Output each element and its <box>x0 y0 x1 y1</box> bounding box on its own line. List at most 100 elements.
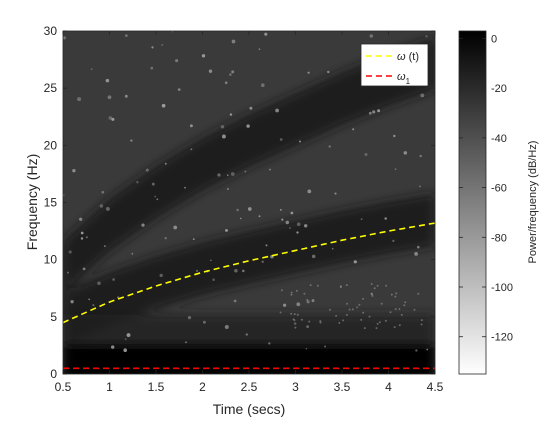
speckle <box>375 327 378 330</box>
speckle <box>156 198 159 201</box>
speckle <box>279 208 282 211</box>
x-tick-label: 1.5 <box>148 380 165 394</box>
speckle <box>124 338 127 341</box>
speckle <box>184 186 186 189</box>
speckle <box>300 318 303 321</box>
speckle <box>392 239 395 242</box>
y-axis-ticks: 0 5 10 15 20 25 30 <box>44 24 435 381</box>
speckle <box>324 345 327 348</box>
speckle <box>224 325 229 329</box>
speckle <box>400 313 403 316</box>
speckle <box>290 211 294 215</box>
colorbar-tick-label: -100 <box>491 282 513 294</box>
legend-label: ω1 <box>397 71 411 86</box>
y-tick-label: 10 <box>44 253 58 267</box>
speckle <box>111 117 115 121</box>
colorbar: 0 -20 -40 -60 -80 -100 -120 Power/frequency (d… <box>458 30 539 375</box>
y-tick-label: 20 <box>44 138 58 152</box>
speckle <box>226 174 229 177</box>
speckle <box>107 95 112 100</box>
speckle <box>173 225 178 230</box>
speckle <box>398 308 401 310</box>
speckle <box>239 217 242 220</box>
speckle <box>187 315 192 320</box>
speckle <box>360 218 363 221</box>
speckle <box>335 314 338 317</box>
x-axis-ticks: 0.5 1 1.5 2 2.5 3 3.5 4 4.5 <box>55 31 444 394</box>
speckle <box>90 68 93 70</box>
speckle <box>360 318 363 321</box>
speckle <box>154 195 157 198</box>
y-axis-label: Frequency (Hz) <box>24 154 40 250</box>
speckle <box>376 322 379 325</box>
speckle <box>161 103 166 108</box>
x-tick-label: 0.5 <box>55 380 72 394</box>
speckle <box>342 319 345 322</box>
speckle <box>221 134 226 139</box>
speckle <box>123 348 128 353</box>
speckle <box>88 298 91 301</box>
series-lines <box>63 222 435 370</box>
speckle <box>242 269 245 273</box>
speckle <box>72 169 76 173</box>
speckle <box>151 182 155 186</box>
speckle <box>413 308 416 311</box>
speckle <box>244 170 247 173</box>
speckle <box>309 284 312 287</box>
speckle <box>258 48 261 51</box>
speckle <box>212 278 215 281</box>
speckle <box>175 59 179 63</box>
speckle <box>338 322 341 324</box>
speckle <box>80 237 84 240</box>
speckle <box>282 303 287 307</box>
speckle <box>358 303 361 306</box>
speckle <box>68 250 72 254</box>
speckle <box>101 190 105 194</box>
speckle <box>227 188 229 190</box>
speckle <box>356 306 359 309</box>
speckle <box>417 292 420 295</box>
speckle <box>159 273 163 278</box>
speckle <box>99 204 104 208</box>
y-tick-label: 15 <box>44 196 58 210</box>
speckle <box>296 222 301 227</box>
speckle <box>419 185 421 188</box>
speckle <box>311 254 316 259</box>
colorbar-tick-label: -40 <box>491 133 507 145</box>
speckle <box>260 83 265 88</box>
colorbar-frame <box>458 30 487 375</box>
speckle <box>279 138 283 141</box>
speckle <box>364 153 368 156</box>
speckle <box>420 323 423 326</box>
x-tick-label: 4 <box>385 380 392 394</box>
speckle <box>151 46 154 49</box>
speckle <box>236 208 239 212</box>
speckle <box>290 312 293 315</box>
speckle <box>415 349 418 352</box>
speckle <box>419 154 422 158</box>
speckle <box>192 238 195 241</box>
speckle <box>363 327 366 330</box>
speckle <box>384 217 387 220</box>
speckle <box>290 291 293 294</box>
speckle <box>234 268 238 273</box>
speckle <box>352 128 355 131</box>
speckle <box>281 218 284 221</box>
x-tick-label: 2.5 <box>241 380 258 394</box>
speckle <box>229 73 232 76</box>
speckle <box>67 271 69 274</box>
speckle <box>426 348 429 351</box>
speckle <box>393 134 396 138</box>
speckle <box>389 311 392 314</box>
speckle <box>304 224 308 228</box>
speckle <box>305 347 308 350</box>
speckle <box>403 304 406 307</box>
speckle <box>112 278 115 281</box>
colorbar-tick-label: -60 <box>491 183 507 195</box>
x-tick-label: 4.5 <box>427 380 444 394</box>
speckle <box>328 145 331 148</box>
y-tick-label: 25 <box>44 81 58 95</box>
speckle <box>404 301 407 304</box>
y-tick-label: 30 <box>44 24 58 38</box>
speckle <box>370 292 374 296</box>
